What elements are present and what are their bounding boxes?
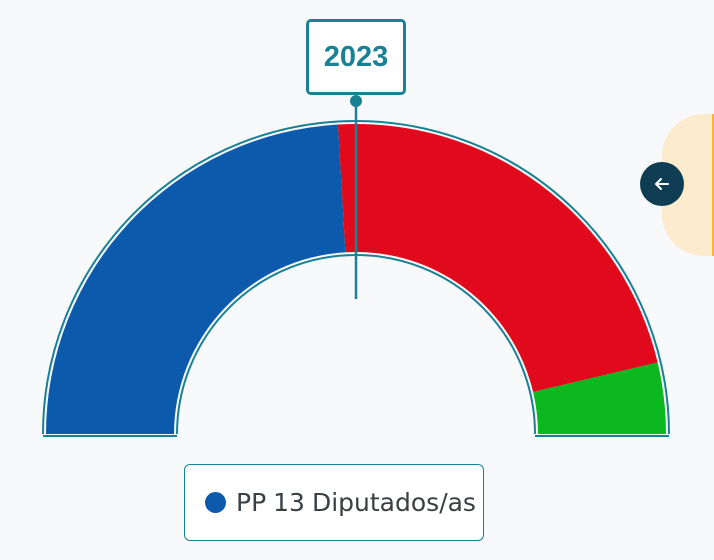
arrow-left-icon: [655, 178, 669, 190]
legend-party: PP: [236, 488, 267, 517]
seat-arcs: [42, 120, 670, 437]
legend-dot-pp: [205, 492, 226, 513]
back-button[interactable]: [640, 162, 684, 206]
seat-segment-pp[interactable]: [46, 124, 346, 434]
side-panel[interactable]: [662, 114, 714, 256]
seat-segment-2[interactable]: [337, 124, 658, 393]
year-label[interactable]: 2023: [306, 19, 406, 95]
side-panel-stripe: [712, 114, 714, 256]
legend: PP 13 Diputados/as: [184, 464, 484, 541]
seat-segment-3[interactable]: [533, 362, 666, 434]
marker-pin: [350, 95, 362, 107]
legend-seats: 13: [273, 488, 305, 517]
legend-unit: Diputados/as: [311, 488, 476, 517]
legend-entry: PP 13 Diputados/as: [236, 488, 476, 517]
